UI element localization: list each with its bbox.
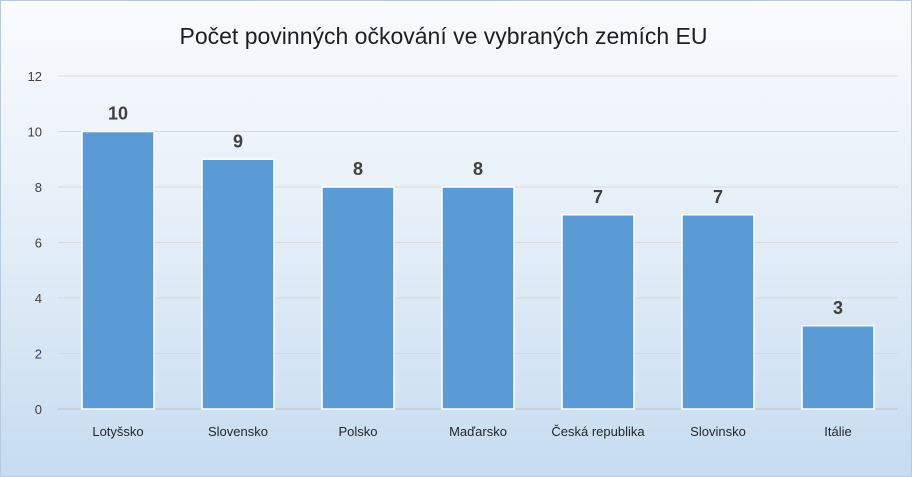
data-label: 8 — [353, 159, 363, 179]
x-category-label: Itálie — [824, 424, 851, 439]
bar — [321, 186, 395, 410]
x-category-label: Slovinsko — [690, 424, 746, 439]
bar — [801, 325, 875, 410]
y-axis-tick-labels: 0 2 4 6 8 10 12 — [28, 69, 42, 417]
bar — [561, 214, 635, 410]
y-tick-label: 12 — [28, 69, 42, 84]
x-category-label: Lotyšsko — [92, 424, 143, 439]
y-tick-label: 4 — [35, 291, 42, 306]
data-label: 10 — [108, 104, 128, 124]
bar — [441, 186, 515, 410]
data-label: 7 — [593, 187, 603, 207]
y-tick-label: 6 — [35, 236, 42, 251]
data-label: 3 — [833, 298, 843, 318]
bar — [201, 158, 275, 410]
x-axis-category-labels: Lotyšsko Slovensko Polsko Maďarsko Česká rep… — [92, 424, 851, 439]
x-category-label: Česká republika — [551, 424, 645, 439]
bar — [81, 130, 155, 410]
y-tick-label: 2 — [35, 347, 42, 362]
y-tick-label: 8 — [35, 180, 42, 195]
data-label: 7 — [713, 187, 723, 207]
chart-title: Počet povinných očkování ve vybraných ze… — [179, 23, 708, 49]
data-labels: 10 9 8 8 7 7 3 — [108, 104, 843, 318]
data-label: 9 — [233, 131, 243, 151]
x-category-label: Slovensko — [208, 424, 268, 439]
bar — [681, 214, 755, 410]
data-label: 8 — [473, 159, 483, 179]
x-category-label: Polsko — [338, 424, 377, 439]
y-tick-label: 10 — [28, 125, 42, 140]
y-tick-label: 0 — [35, 402, 42, 417]
x-category-label: Maďarsko — [449, 424, 507, 439]
bars — [81, 130, 875, 410]
